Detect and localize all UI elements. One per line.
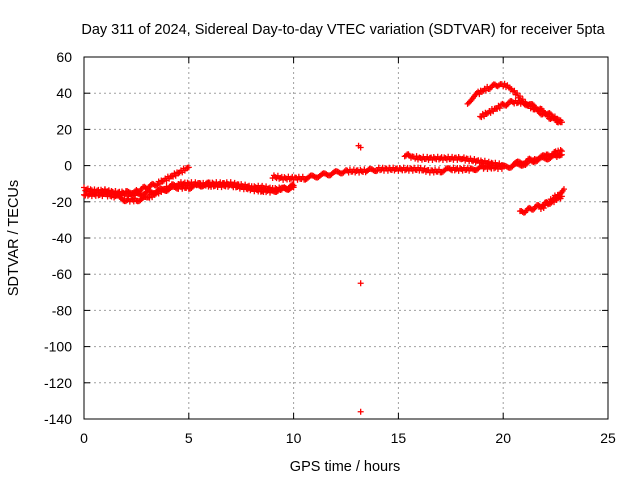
y-tick-label: -40	[52, 230, 72, 246]
series-arc-c	[269, 166, 360, 183]
data-point	[357, 144, 364, 151]
data-point	[557, 147, 564, 154]
x-tick-label: 25	[600, 430, 616, 446]
data-point	[185, 164, 192, 171]
y-tick-label: 20	[56, 121, 72, 137]
data-point	[290, 184, 297, 191]
series-arc-e	[401, 151, 507, 170]
x-tick-label: 10	[286, 430, 302, 446]
x-tick-label: 5	[185, 430, 193, 446]
series-arc-j	[537, 186, 567, 212]
y-tick-label: -80	[52, 302, 72, 318]
x-tick-label: 0	[80, 430, 88, 446]
x-tick-label: 20	[495, 430, 511, 446]
data-point	[560, 186, 567, 193]
data-point	[558, 119, 565, 126]
data-point	[153, 182, 160, 189]
y-tick-label: -120	[44, 375, 72, 391]
data-point	[558, 148, 565, 155]
plot-frame	[83, 56, 609, 420]
y-axis-label: SDTVAR / TECUs	[6, 180, 22, 296]
data-point	[557, 191, 564, 198]
chart-title: Day 311 of 2024, Sidereal Day-to-day VTE…	[81, 22, 605, 38]
y-tick-label: 60	[56, 49, 72, 65]
y-tick-label: -60	[52, 266, 72, 282]
data-point	[413, 153, 420, 160]
x-tick-labels: 0 5 10 15 20 25	[80, 430, 616, 446]
y-tick-label: -100	[44, 339, 72, 355]
x-axis-label: GPS time / hours	[290, 459, 400, 475]
series-outliers	[355, 142, 364, 415]
data-point	[496, 105, 503, 112]
series-arc-h	[477, 97, 565, 126]
y-tick-label: -140	[44, 411, 72, 427]
data-points	[81, 80, 567, 415]
data-point	[514, 90, 521, 97]
data-point	[500, 162, 507, 169]
y-tick-label: 40	[56, 85, 72, 101]
data-point	[546, 110, 553, 117]
data-point	[530, 206, 537, 213]
x-tick-label: 15	[391, 430, 407, 446]
series-arc-f	[510, 147, 565, 168]
y-tick-label: 0	[64, 158, 72, 174]
data-point	[357, 280, 364, 287]
series-arc-b	[101, 179, 297, 200]
data-point	[503, 102, 510, 109]
data-point	[529, 101, 536, 108]
y-tick-labels: -140 -120 -100 -80 -60 -40 -20 0 20 40 60	[44, 49, 72, 427]
y-tick-label: -20	[52, 194, 72, 210]
data-point	[357, 408, 364, 415]
grid	[84, 57, 608, 419]
